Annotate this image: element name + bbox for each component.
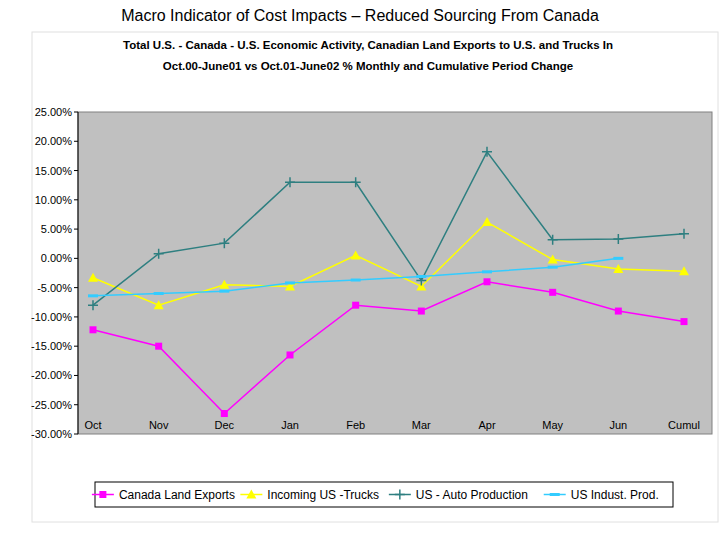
marker: [351, 177, 361, 187]
marker: [88, 300, 98, 310]
legend-box: [95, 482, 673, 507]
y-tick-label: -30.00%: [31, 428, 72, 440]
marker: [154, 292, 164, 295]
marker: [416, 276, 426, 286]
marker: [550, 493, 560, 496]
series-line: [93, 258, 618, 295]
legend-label: Incoming US -Trucks: [267, 488, 379, 502]
x-tick-label: Jun: [609, 419, 627, 431]
marker: [484, 278, 491, 285]
marker: [285, 281, 295, 290]
chart-title: Total U.S. - Canada - U.S. Economic Acti…: [123, 39, 613, 51]
y-tick-label: 0.00%: [41, 252, 72, 264]
y-tick-label: 10.00%: [35, 194, 73, 206]
series-line: [93, 152, 684, 305]
legend: Canada Land Exports Incoming US -Trucks US…: [92, 482, 673, 507]
marker: [679, 229, 689, 239]
x-tick-label: Apr: [478, 419, 495, 431]
y-tick-label: 20.00%: [35, 135, 73, 147]
y-tick-label: -20.00%: [31, 369, 72, 381]
y-tick: [74, 434, 78, 435]
y-tick-label: 25.00%: [35, 106, 73, 118]
x-tick-label: Feb: [346, 419, 365, 431]
marker: [549, 289, 556, 296]
y-tick-label: -10.00%: [31, 311, 72, 323]
series-line: [93, 222, 684, 305]
chart: Macro Indicator of Cost Impacts – Reduce…: [0, 0, 720, 540]
marker: [613, 234, 623, 244]
legend-label: Canada Land Exports: [119, 488, 235, 502]
y-tick-label: -5.00%: [37, 282, 72, 294]
y-tick: [74, 316, 78, 317]
marker: [155, 343, 162, 350]
marker: [418, 308, 425, 315]
marker: [482, 217, 492, 226]
y-tick: [74, 141, 78, 142]
title: Macro Indicator of Cost Impacts – Reduce…: [121, 7, 599, 24]
marker: [679, 266, 689, 275]
marker: [219, 280, 229, 289]
marker: [482, 147, 492, 157]
marker: [416, 275, 426, 278]
plot-area: [78, 112, 712, 434]
series-line: [93, 282, 684, 414]
chart-title: Oct.00-June01 vs Oct.01-June02 % Monthly…: [163, 60, 573, 72]
x-tick-label: Jan: [281, 419, 299, 431]
y-tick-label: 15.00%: [35, 165, 73, 177]
marker: [287, 351, 294, 358]
marker: [88, 294, 98, 297]
legend-label: US Indust. Prod.: [571, 488, 659, 502]
marker: [219, 290, 229, 293]
x-tick-label: Mar: [412, 419, 431, 431]
marker: [246, 490, 256, 499]
legend-line: [544, 494, 566, 496]
x-tick-label: Oct: [84, 419, 101, 431]
y-tick: [74, 170, 78, 171]
marker: [613, 257, 623, 260]
marker: [482, 270, 492, 273]
marker: [88, 273, 98, 282]
marker: [351, 250, 361, 259]
legend-label: US - Auto Production: [416, 488, 528, 502]
marker: [548, 266, 558, 269]
y-tick: [74, 287, 78, 288]
marker: [613, 264, 623, 273]
marker: [90, 326, 97, 333]
marker: [154, 300, 164, 309]
marker: [352, 302, 359, 309]
y-tick: [74, 199, 78, 200]
marker: [395, 490, 405, 500]
x-tick-label: Dec: [215, 419, 235, 431]
y-tick: [74, 346, 78, 347]
marker: [154, 249, 164, 259]
x-tick-label: Cumul: [668, 419, 700, 431]
marker: [615, 308, 622, 315]
x-tick-label: Nov: [149, 419, 169, 431]
marker: [285, 177, 295, 187]
chart-area: [32, 32, 718, 522]
y-tick-label: 5.00%: [41, 223, 72, 235]
y-tick: [74, 112, 78, 113]
y-tick: [74, 258, 78, 259]
marker: [681, 318, 688, 325]
marker: [351, 279, 361, 282]
data-group: [88, 147, 689, 417]
y-tick-label: -15.00%: [31, 340, 72, 352]
marker: [99, 491, 106, 498]
y-tick: [74, 229, 78, 230]
marker: [221, 410, 228, 417]
y-tick: [74, 375, 78, 376]
marker: [219, 238, 229, 248]
marker: [548, 235, 558, 245]
x-tick-label: May: [542, 419, 563, 431]
marker: [548, 255, 558, 264]
y-tick-label: -25.00%: [31, 399, 72, 411]
y-axis: [78, 112, 79, 434]
marker: [285, 281, 295, 284]
y-tick: [74, 404, 78, 405]
